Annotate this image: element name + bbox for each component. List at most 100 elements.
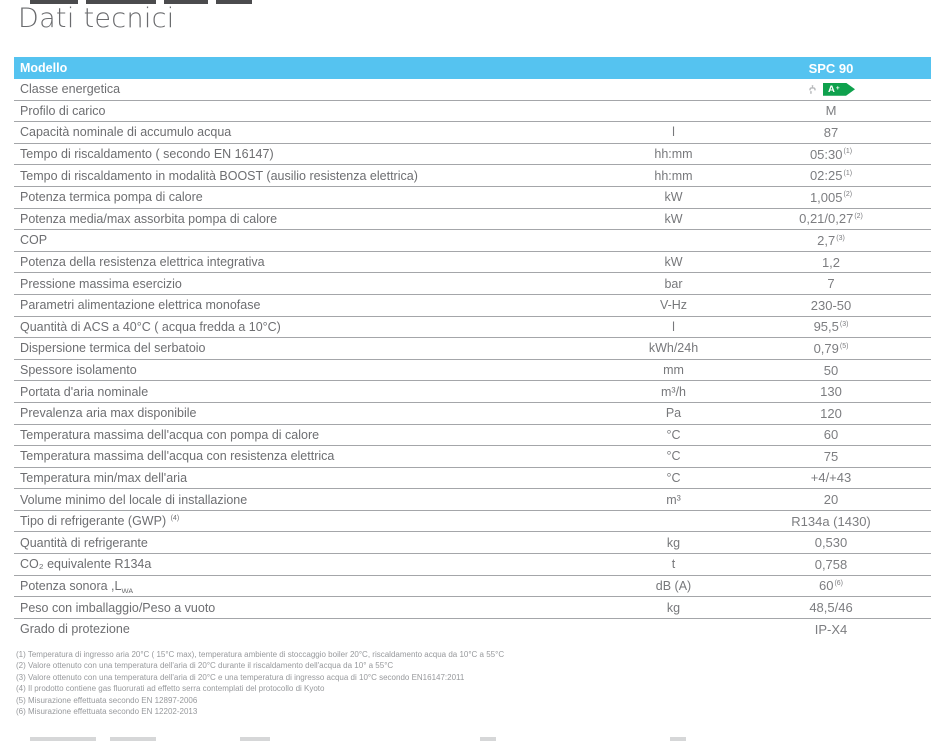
footnote: (1) Temperatura di ingresso aria 20°C ( … (16, 650, 505, 659)
table-row: Temperatura massima dell'acqua con resis… (14, 446, 931, 468)
row-label: Prevalenza aria max disponibile (20, 406, 197, 421)
footnote: (4) Il prodotto contiene gas fluorurati … (16, 684, 325, 694)
row-value: 0,21/0,27(2) (799, 211, 863, 227)
row-unit: kg (666, 600, 681, 615)
footnote: (6) Misurazione effettuata secondo EN 12… (16, 707, 198, 717)
footnotes: (1) Temperatura di ingresso aria 20°C ( … (16, 649, 756, 717)
table-row: Quantità di ACS a 40°C ( acqua fredda a … (14, 316, 931, 339)
table-row: Capacità nominale di accumulo acqua l 87 (14, 122, 931, 144)
row-label: Tempo di riscaldamento ( secondo EN 1614… (20, 147, 274, 162)
row-unit: l (672, 125, 675, 140)
energy-class-row: Classe energetica A + (14, 79, 931, 101)
row-value: 120 (820, 405, 842, 421)
table-row: CO₂ equivalente R134a t 0,758 (14, 554, 931, 576)
row-value: 60(6) (818, 578, 844, 594)
row-label: Potenza media/max assorbita pompa di cal… (20, 211, 278, 226)
row-label: CO₂ equivalente R134a (20, 557, 152, 572)
row-unit: kW (664, 211, 683, 226)
table-row: COP 2,7(3) (14, 230, 931, 252)
cutoff-mark (480, 737, 496, 741)
row-unit: kWh/24h (648, 341, 699, 356)
row-value: M (825, 103, 837, 119)
row-value: 2,7(3) (817, 232, 845, 248)
table-row: Tempo di riscaldamento in modalità BOOST… (14, 165, 931, 187)
row-unit: hh:mm (654, 147, 693, 162)
table-row: Potenza della resistenza elettrica integ… (14, 251, 931, 274)
footnote: (2) Valore ottenuto con una temperatura … (16, 661, 394, 671)
row-unit: °C (666, 470, 681, 485)
energy-class-label: Classe energetica (20, 82, 121, 97)
cutoff-mark (670, 737, 686, 741)
table-row: Potenza media/max assorbita pompa di cal… (14, 208, 931, 231)
row-value: 1,005(2) (809, 189, 853, 205)
row-value: 130 (820, 384, 842, 400)
table-row: Peso con imballaggio/Peso a vuoto kg 48,5/… (14, 597, 931, 619)
row-unit: °C (666, 427, 681, 442)
cutoff-mark (86, 0, 156, 4)
row-label: Tempo di riscaldamento in modalità BOOST… (20, 168, 418, 183)
spec-table-body: Profilo di carico M Capacità nominale di a… (14, 100, 931, 640)
row-value: 95,5(3) (813, 319, 849, 335)
row-value: +4/+43 (810, 470, 852, 486)
row-label: Temperatura min/max dell'aria (20, 470, 188, 485)
table-row: Dispersione termica del serbatoio kWh/24h… (14, 338, 931, 360)
row-label: Temperatura massima dell'acqua con pompa… (20, 427, 320, 442)
cutoff-mark (164, 0, 208, 4)
table-row: Pressione massima esercizio bar 7 (14, 273, 931, 295)
row-label: Potenza della resistenza elettrica integ… (20, 255, 265, 270)
row-label: Dispersione termica del serbatoio (20, 341, 206, 356)
table-row: Temperatura min/max dell'aria °C +4/+43 (14, 467, 931, 490)
row-label: Spessore isolamento (20, 363, 137, 378)
row-value: 0,79(5) (813, 340, 849, 356)
cutoff-mark (30, 737, 96, 741)
row-unit: kW (664, 190, 683, 205)
row-value: 7 (827, 276, 835, 292)
row-unit: dB (A) (655, 578, 692, 593)
row-unit: l (672, 319, 675, 334)
cutoff-mark (110, 737, 156, 741)
row-unit: m³/h (661, 384, 686, 399)
table-row: Tipo di refrigerante (GWP) (4) R134a (143… (14, 510, 931, 533)
spec-table: Modello SPC 90 Classe energetica A + Prof… (14, 57, 931, 640)
table-row: Spessore isolamento mm 50 (14, 359, 931, 382)
row-label: Tipo di refrigerante (GWP) (4) (20, 514, 180, 529)
footnote: (3) Valore ottenuto con una temperatura … (16, 672, 465, 682)
row-value: 60 (823, 427, 839, 443)
table-row: Volume minimo del locale di installazion… (14, 489, 931, 511)
row-label: Portata d'aria nominale (20, 384, 149, 399)
row-label: Capacità nominale di accumulo acqua (20, 125, 232, 140)
table-row: Potenza sonora ,LWA dB (A) 60(6) (14, 575, 931, 598)
row-value: 0,530 (814, 535, 848, 551)
table-row: Profilo di carico M (14, 100, 931, 123)
table-row: Temperatura massima dell'acqua con pompa… (14, 424, 931, 447)
row-value: 02:25(1) (809, 168, 853, 184)
row-label: COP (20, 233, 48, 248)
row-label: Peso con imballaggio/Peso a vuoto (20, 600, 216, 615)
row-unit: t (671, 557, 676, 572)
row-unit: kg (666, 535, 681, 550)
row-unit: °C (666, 449, 681, 464)
energy-class-value: A + (731, 79, 931, 100)
row-value: 230-50 (810, 297, 852, 313)
page-title: Dati tecnici (18, 3, 175, 34)
row-label: Profilo di carico (20, 103, 106, 118)
row-label: Parametri alimentazione elettrica monofa… (20, 298, 261, 313)
table-row: Tempo di riscaldamento ( secondo EN 1614… (14, 143, 931, 166)
cutoff-mark (240, 737, 270, 741)
row-value: 75 (823, 448, 839, 464)
row-value: 87 (823, 124, 839, 140)
table-row: Quantità di refrigerante kg 0,530 (14, 532, 931, 555)
table-row: Portata d'aria nominale m³/h 130 (14, 381, 931, 403)
table-row: Grado di protezione IP-X4 (14, 618, 931, 640)
row-value: 20 (823, 492, 839, 508)
row-value: 48,5/46 (809, 600, 853, 616)
row-value: 0,758 (814, 556, 848, 572)
model-header-value: SPC 90 (808, 60, 854, 76)
row-unit: bar (664, 276, 683, 291)
cutoff-mark (216, 0, 252, 4)
table-row: Prevalenza aria max disponibile Pa 120 (14, 402, 931, 425)
row-label: Quantità di ACS a 40°C ( acqua fredda a … (20, 319, 281, 334)
row-label: Potenza sonora ,LWA (20, 578, 134, 593)
table-header-row: Modello SPC 90 (14, 57, 931, 79)
row-unit: V-Hz (659, 298, 688, 313)
